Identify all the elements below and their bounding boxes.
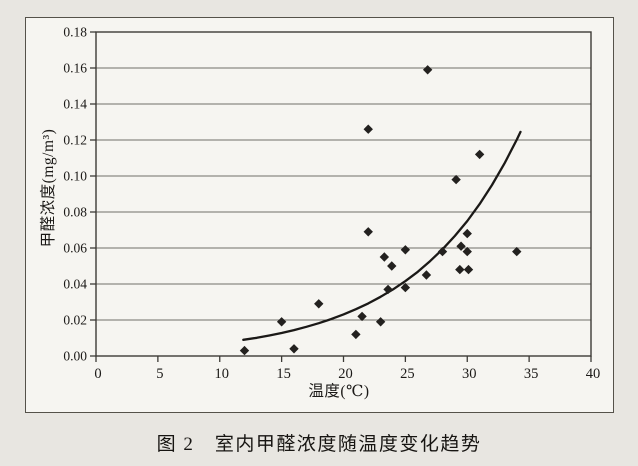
scatter-plot: 0.00 0.02 0.04 0.06 0.08 0.10 0.12 0.14 0.16 0.18…: [63, 25, 601, 382]
x-tick-label: 40: [586, 366, 601, 382]
data-point: [474, 149, 485, 160]
plot-border: [95, 31, 592, 357]
data-point: [357, 311, 367, 322]
y-tick-label: 0.04: [63, 277, 87, 292]
data-point: [383, 284, 393, 295]
data-point: [363, 124, 373, 134]
x-tick-label: 25: [400, 366, 415, 382]
y-tick-label: 0.16: [63, 61, 87, 76]
y-tick-label: 0.10: [63, 169, 87, 184]
data-point: [276, 317, 287, 327]
x-tick-label: 0: [94, 366, 101, 382]
y-tick-label: 0.08: [63, 205, 87, 220]
x-tick-label: 5: [156, 366, 163, 382]
y-tick-label: 0.12: [63, 133, 87, 148]
data-point: [455, 264, 465, 275]
data-point: [375, 317, 386, 327]
x-axis-title: 温度(℃): [308, 383, 370, 400]
data-point: [463, 264, 474, 275]
x-tick-label: 30: [462, 366, 477, 382]
chart-figure: 0.00 0.02 0.04 0.06 0.08 0.10 0.12 0.14 0.16 0.18…: [25, 17, 614, 413]
figure-caption: 图 2 室内甲醛浓度随温度变化趋势: [156, 434, 482, 455]
data-point: [400, 245, 411, 255]
trendline-path: [242, 130, 522, 341]
data-point: [400, 282, 411, 293]
data-point: [239, 345, 250, 356]
data-point: [351, 329, 361, 340]
data-point: [451, 174, 461, 185]
y-tick-label: 0.00: [63, 349, 87, 364]
x-tick-label: 35: [524, 366, 539, 382]
data-point: [314, 299, 324, 309]
data-point: [437, 246, 448, 257]
data-point: [289, 344, 299, 354]
x-tick-label: 15: [276, 366, 291, 382]
y-tick-label: 0.14: [63, 97, 87, 112]
data-point: [456, 241, 466, 251]
data-point: [379, 252, 390, 262]
data-point: [462, 246, 472, 257]
data-point: [512, 246, 522, 257]
data-point: [363, 227, 373, 237]
data-point: [422, 65, 433, 75]
y-tick-label: 0.06: [63, 241, 87, 256]
data-point: [421, 270, 432, 280]
data-point: [387, 261, 397, 271]
y-axis-title: 甲醛浓度(mg/m³): [40, 128, 57, 248]
x-tick-label: 10: [215, 366, 230, 382]
y-tick-label: 0.18: [63, 25, 87, 40]
y-tick-label: 0.02: [63, 313, 87, 328]
data-point: [462, 228, 472, 239]
x-tick-label: 20: [338, 366, 353, 382]
